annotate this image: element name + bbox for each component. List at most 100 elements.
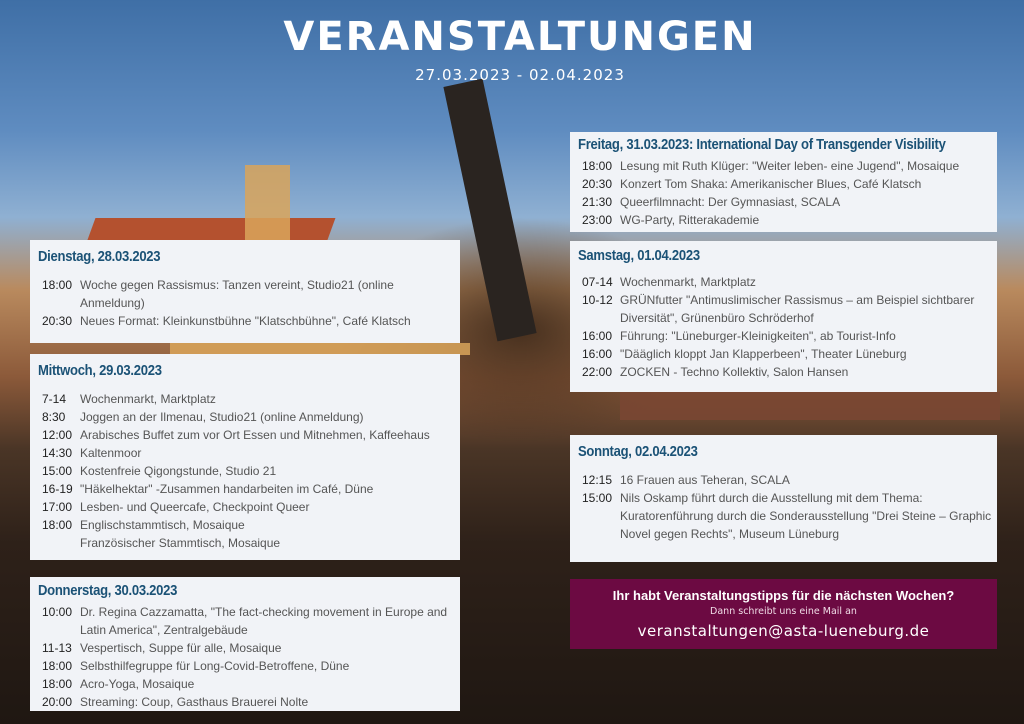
event-row: 21:30 Queerfilmnacht: Der Gymnasiast, SCA… <box>578 193 993 211</box>
day-wednesday: Mittwoch, 29.03.2023 7-14 Wochenmarkt, Mar… <box>30 354 460 560</box>
event-row: 18:00 Woche gegen Rassismus: Tanzen verei… <box>38 276 456 312</box>
day-heading: Sonntag, 02.04.2023 <box>578 444 698 460</box>
event-description: "Häkelhektar" -Zusammen handarbeiten im … <box>80 482 374 496</box>
event-time: 10:00 <box>42 605 73 619</box>
event-time: 15:00 <box>582 491 613 505</box>
event-description: Führung: "Lüneburger-Kleinigkeiten", ab … <box>620 329 896 343</box>
event-time: 11-13 <box>42 641 72 655</box>
event-description: Queerfilmnacht: Der Gymnasiast, SCALA <box>620 195 841 209</box>
day-tuesday: Dienstag, 28.03.2023 18:00 Woche gegen Ras… <box>30 240 460 343</box>
event-description: Neues Format: Kleinkunstbühne "Klatschbü… <box>80 314 411 328</box>
contact-email-link[interactable]: veranstaltungen@asta-lueneburg.de <box>637 622 930 640</box>
event-description: Acro-Yoga, Mosaique <box>80 677 195 691</box>
contact-subline: Dann schreibt uns eine Mail an <box>710 606 857 617</box>
event-time: 16:00 <box>582 347 613 361</box>
event-row: 18:00 Acro-Yoga, Mosaique <box>38 675 456 693</box>
event-description: Nils Oskamp führt durch die Ausstellung … <box>620 491 992 541</box>
event-time: 18:00 <box>42 677 73 691</box>
page-title: VERANSTALTUNGEN <box>283 14 757 60</box>
event-time: 15:00 <box>42 464 73 478</box>
background-brick-building <box>620 392 1000 420</box>
event-time: 16-19 <box>42 482 73 496</box>
event-description: Selbsthilfegruppe für Long-Covid-Betroff… <box>80 659 350 673</box>
event-time: 12:15 <box>582 473 613 487</box>
event-description: Streaming: Coup, Gasthaus Brauerei Nolte <box>80 695 309 709</box>
event-row: 18:00 Englischstammtisch, Mosaique <box>38 516 456 534</box>
event-row: 18:00 Selbsthilfegruppe für Long-Covid-Be… <box>38 657 456 675</box>
day-heading: Donnerstag, 30.03.2023 <box>38 583 178 599</box>
event-description: Dr. Regina Cazzamatta, "The fact-checkin… <box>80 605 448 637</box>
day-saturday: Samstag, 01.04.2023 07-14 Wochenmarkt, Mar… <box>570 241 997 392</box>
event-time: 12:00 <box>42 428 73 442</box>
event-time: 7-14 <box>42 392 67 406</box>
event-time: 20:00 <box>42 695 73 709</box>
date-range: 27.03.2023 - 02.04.2023 <box>415 66 625 84</box>
event-time: 20:30 <box>582 177 613 191</box>
event-description: Englischstammtisch, Mosaique <box>80 518 245 532</box>
event-description: Vespertisch, Suppe für alle, Mosaique <box>80 641 282 655</box>
event-row: 16:00 Führung: "Lüneburger-Kleinigkeiten"… <box>578 327 993 345</box>
event-description: Lesben- und Queercafe, Checkpoint Queer <box>80 500 310 514</box>
event-time: 18:00 <box>42 518 73 532</box>
day-heading: Dienstag, 28.03.2023 <box>38 249 161 265</box>
event-description: Kostenfreie Qigongstunde, Studio 21 <box>80 464 277 478</box>
day-thursday: Donnerstag, 30.03.2023 10:00 Dr. Regina Ca… <box>30 577 460 711</box>
event-row: 8:30 Joggen an der Ilmenau, Studio21 (onl… <box>38 408 456 426</box>
event-row: 18:00 Lesung mit Ruth Klüger: "Weiter leb… <box>578 157 993 175</box>
event-row: 10:00 Dr. Regina Cazzamatta, "The fact-ch… <box>38 603 456 639</box>
event-row: 16-19 "Häkelhektar" -Zusammen handarbeite… <box>38 480 456 498</box>
event-row: 07-14 Wochenmarkt, Marktplatz <box>578 273 993 291</box>
event-row: 12:00 Arabisches Buffet zum vor Ort Essen… <box>38 426 456 444</box>
event-description: 16 Frauen aus Teheran, SCALA <box>620 473 790 487</box>
event-row: 7-14 Wochenmarkt, Marktplatz <box>38 390 456 408</box>
event-description: Konzert Tom Shaka: Amerikanischer Blues,… <box>620 177 922 191</box>
contact-headline: Ihr habt Veranstaltungstipps für die näc… <box>612 588 955 603</box>
event-description: Arabisches Buffet zum vor Ort Essen und … <box>80 428 430 442</box>
event-time: 17:00 <box>42 500 73 514</box>
day-heading: Samstag, 01.04.2023 <box>578 248 700 264</box>
event-time: 14:30 <box>42 446 73 460</box>
event-description: Joggen an der Ilmenau, Studio21 (online … <box>80 410 364 424</box>
event-time: 18:00 <box>42 278 73 292</box>
event-time: 20:30 <box>42 314 73 328</box>
event-description: Lesung mit Ruth Klüger: "Weiter leben- e… <box>620 159 960 173</box>
event-row: 20:00 Streaming: Coup, Gasthaus Brauerei … <box>38 693 456 711</box>
event-description: Wochenmarkt, Marktplatz <box>80 392 216 406</box>
event-row: 17:00 Lesben- und Queercafe, Checkpoint Q… <box>38 498 456 516</box>
event-time: 23:00 <box>582 213 613 227</box>
event-description: Kaltenmoor <box>80 446 142 460</box>
event-row: 10-12 GRÜNfutter "Antimuslimischer Rassis… <box>578 291 993 327</box>
event-time: 21:30 <box>582 195 613 209</box>
event-row: 20:30 Konzert Tom Shaka: Amerikanischer B… <box>578 175 993 193</box>
event-time: 10-12 <box>582 293 613 307</box>
event-description: ZOCKEN - Techno Kollektiv, Salon Hansen <box>620 365 849 379</box>
event-time: 18:00 <box>582 159 613 173</box>
event-description: GRÜNfutter "Antimuslimischer Rassismus –… <box>620 293 975 325</box>
contact-banner: Ihr habt Veranstaltungstipps für die näc… <box>570 579 997 649</box>
day-friday: Freitag, 31.03.2023: International Day o… <box>570 132 997 232</box>
event-time: 8:30 <box>42 410 66 424</box>
event-row: 11-13 Vespertisch, Suppe für alle, Mosaiq… <box>38 639 456 657</box>
event-row: 14:30 Kaltenmoor <box>38 444 456 462</box>
background-tower <box>245 165 290 245</box>
day-heading: Freitag, 31.03.2023: International Day o… <box>578 137 946 153</box>
event-time <box>38 534 80 552</box>
day-heading: Mittwoch, 29.03.2023 <box>38 363 162 379</box>
event-description: Wochenmarkt, Marktplatz <box>620 275 756 289</box>
event-description: Französischer Stammtisch, Mosaique <box>80 536 281 550</box>
event-row: 20:30 Neues Format: Kleinkunstbühne "Klat… <box>38 312 456 330</box>
event-description: Woche gegen Rassismus: Tanzen vereint, S… <box>80 278 394 310</box>
background-building <box>170 343 470 355</box>
event-row: 15:00 Kostenfreie Qigongstunde, Studio 21 <box>38 462 456 480</box>
event-row: Französischer Stammtisch, Mosaique <box>38 534 456 552</box>
event-time: 22:00 <box>582 365 613 379</box>
event-description: "Dääglich kloppt Jan Klapperbeen", Theat… <box>620 347 907 361</box>
event-row: 23:00 WG-Party, Ritterakademie <box>578 211 993 229</box>
event-row: 12:15 16 Frauen aus Teheran, SCALA <box>578 471 993 489</box>
event-time: 18:00 <box>42 659 73 673</box>
event-time: 16:00 <box>582 329 613 343</box>
day-sunday: Sonntag, 02.04.2023 12:15 16 Frauen aus Te… <box>570 435 997 562</box>
event-description: WG-Party, Ritterakademie <box>620 213 760 227</box>
event-time: 07-14 <box>582 275 613 289</box>
event-row: 16:00 "Dääglich kloppt Jan Klapperbeen", … <box>578 345 993 363</box>
